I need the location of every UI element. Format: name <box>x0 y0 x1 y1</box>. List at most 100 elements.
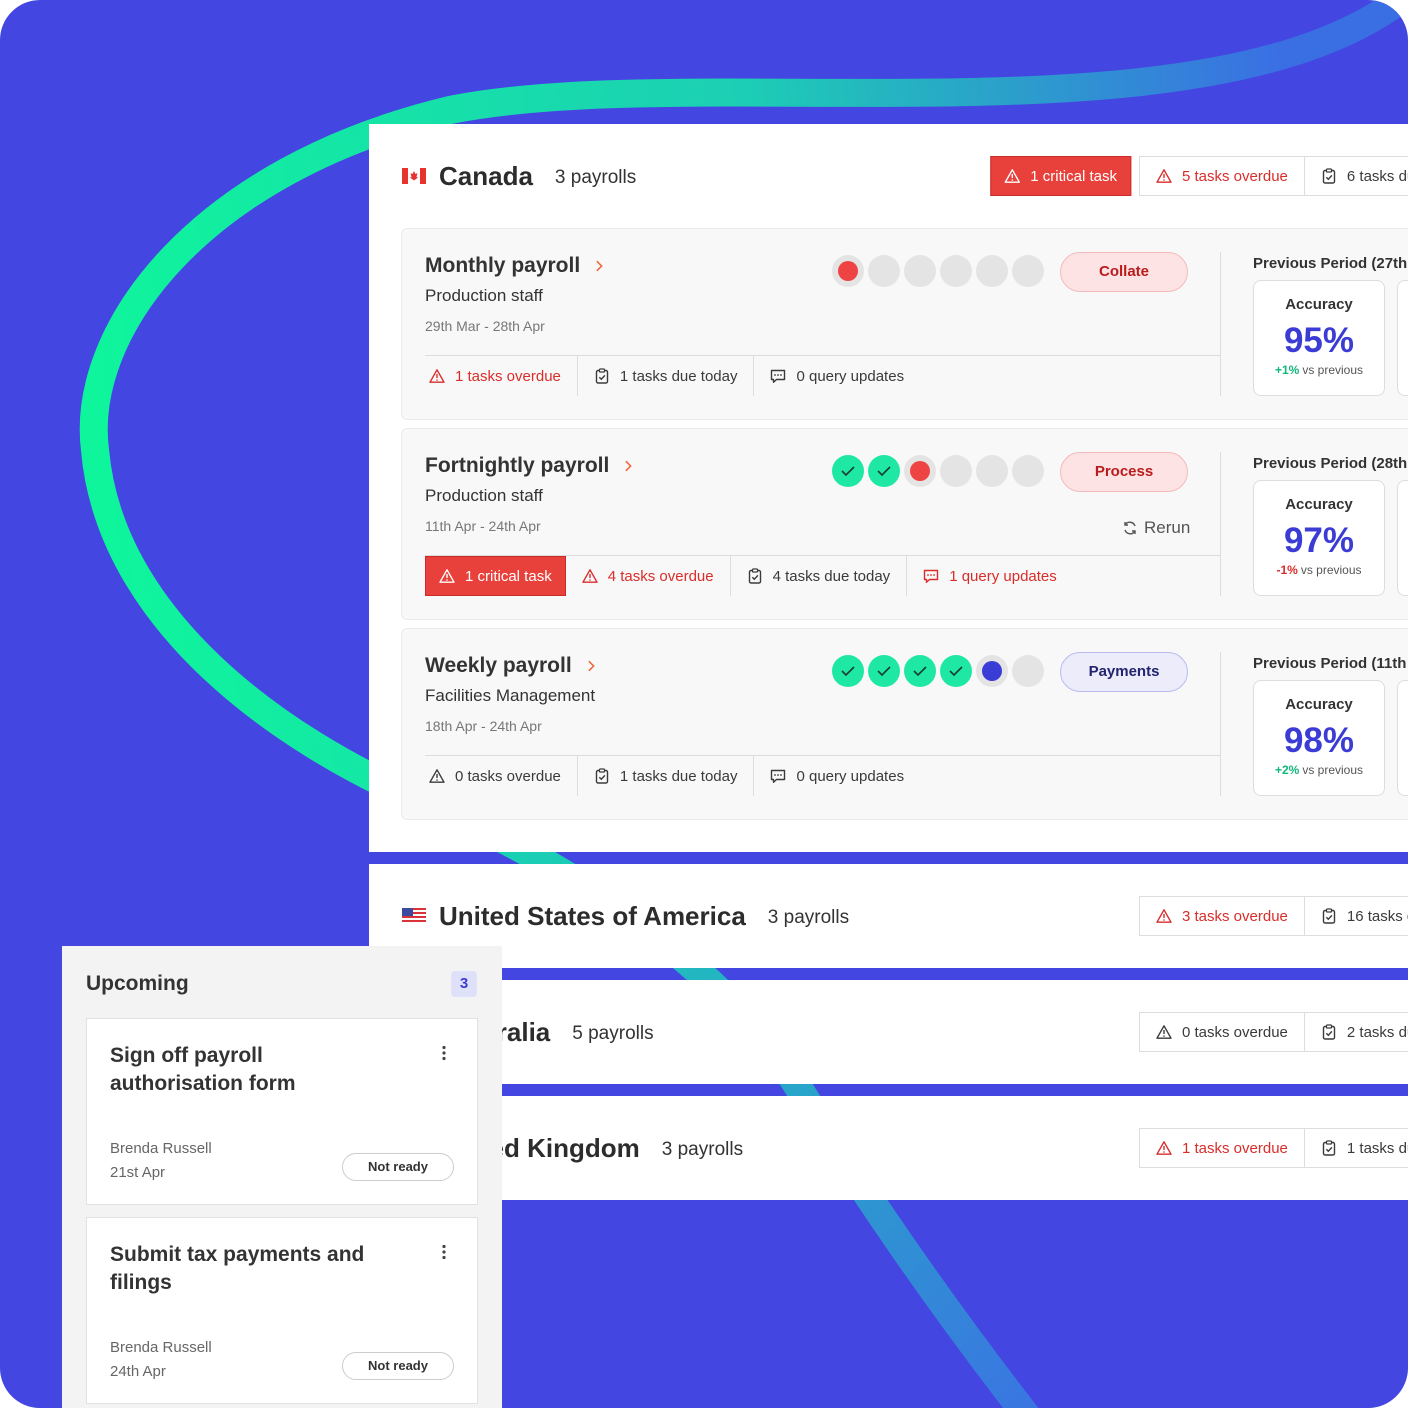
icon-part <box>598 368 606 373</box>
icon <box>595 368 609 384</box>
icon-part <box>1325 914 1333 921</box>
icon-part <box>1163 919 1165 921</box>
delta: +2% <box>1274 763 1300 777</box>
badge-group: 1 tasks overdue 1 tasks du <box>1139 1128 1408 1168</box>
icon <box>771 769 786 783</box>
icon-part <box>1163 1035 1165 1037</box>
icon <box>596 260 603 272</box>
icon-part <box>1163 179 1165 181</box>
icon-part <box>442 1250 446 1254</box>
action-button[interactable]: Process <box>1060 452 1188 492</box>
step-todo <box>868 255 900 287</box>
stat-text: 1 tasks due today <box>619 367 738 385</box>
icon-part <box>751 568 758 573</box>
icon-part <box>751 574 759 581</box>
action-button[interactable]: Payments <box>1060 652 1188 692</box>
accuracy-card: Accuracy 98% +2% vs previous <box>1253 680 1385 796</box>
step-done <box>832 455 864 487</box>
icon-part <box>1156 1025 1172 1039</box>
stat-text: 1 critical task <box>465 567 552 585</box>
stat-text: 16 tasks d <box>1346 907 1408 925</box>
badge-critical: 1 critical task <box>990 156 1131 196</box>
payroll-title-wrap: Fortnightly payroll <box>425 451 635 481</box>
icon-part <box>771 769 786 783</box>
accuracy-value: 98% <box>1283 721 1355 760</box>
payroll-title: Monthly payroll <box>425 254 581 277</box>
upcoming-title: Upcoming <box>86 972 189 996</box>
icon-part <box>436 379 438 381</box>
step-done <box>868 455 900 487</box>
flag-svg <box>402 908 426 924</box>
status-pill: Not ready <box>342 1352 454 1380</box>
status-pill: Not ready <box>342 1153 454 1181</box>
icon-part <box>1156 909 1172 923</box>
flag <box>402 168 426 184</box>
icon <box>442 1045 446 1060</box>
icon <box>1124 521 1136 535</box>
step-dot <box>910 461 930 481</box>
stat-item: 1 tasks du <box>1303 1129 1408 1167</box>
icon-part <box>442 1045 446 1049</box>
icon <box>748 568 761 584</box>
icon-part <box>1163 1151 1165 1153</box>
menu[interactable] <box>436 1243 452 1259</box>
stat-item: 2 tasks du <box>1303 1013 1408 1051</box>
step-todo <box>904 255 936 287</box>
icon <box>429 769 445 783</box>
stat-text: 0 tasks overdue <box>455 767 561 785</box>
stats: 0 tasks overdue 1 tasks due today 0 query … <box>425 756 920 796</box>
action-button[interactable]: Collate <box>1060 252 1188 292</box>
badge-group: 0 tasks overdue 2 tasks du <box>1139 1012 1408 1052</box>
task-date: 21st Apr <box>110 1163 166 1181</box>
stat-item: 3 tasks overdue <box>1140 897 1304 935</box>
payroll-group: Production staff <box>425 286 543 306</box>
stat-item: 0 tasks overdue <box>1140 1013 1304 1051</box>
badge-group: 5 tasks overdue 6 tasks du <box>1139 156 1408 196</box>
stat-text: 0 tasks overdue <box>1182 1023 1288 1041</box>
step-done <box>868 655 900 687</box>
period-title: Previous Period (28th <box>1253 454 1408 472</box>
step-check <box>841 666 855 677</box>
progress-svg <box>832 455 1044 487</box>
accuracy-delta: -1% vs previous <box>1254 563 1384 577</box>
stat-item: 6 tasks du <box>1303 157 1408 195</box>
delta: -1% <box>1276 563 1298 577</box>
task-person: Brenda Russell <box>110 1338 212 1356</box>
step-dot <box>982 661 1002 681</box>
icon-part <box>1325 1024 1333 1029</box>
step-todo <box>976 255 1008 287</box>
icon <box>1156 1025 1172 1039</box>
accuracy-delta: +1% vs previous <box>1254 363 1384 377</box>
country-header: Canada 3 payrolls <box>439 158 636 194</box>
progress <box>830 453 1046 489</box>
step-check <box>877 666 891 677</box>
rerun[interactable]: Rerun <box>1122 514 1190 542</box>
divider <box>1220 452 1221 596</box>
accuracy-label: Accuracy <box>1285 496 1353 513</box>
stat-item: 4 tasks due today <box>731 556 908 596</box>
step-todo <box>940 455 972 487</box>
stat-item: 1 tasks overdue <box>425 356 578 396</box>
rerun-text: Rerun <box>1144 518 1191 537</box>
step-done <box>904 655 936 687</box>
accuracy-card <box>1397 480 1408 596</box>
stat-text: 5 tasks overdue <box>1182 167 1288 185</box>
icon-part <box>1325 1140 1333 1145</box>
upcoming-count: 3 <box>451 971 477 997</box>
stat-item: 1 tasks overdue <box>1140 1129 1304 1167</box>
stats: 1 critical task 4 tasks overdue 4 tasks du… <box>425 556 1073 596</box>
step-todo <box>976 455 1008 487</box>
divider <box>1220 652 1221 796</box>
task-person: Brenda Russell <box>110 1139 212 1157</box>
country-header: United States of America 3 payrolls <box>439 898 849 934</box>
curve <box>79 0 1408 813</box>
payroll-count: 3 payrolls <box>554 166 637 188</box>
menu[interactable] <box>436 1044 452 1060</box>
icon-part <box>771 369 786 383</box>
country-header: United Kingdom 3 payrolls <box>439 1130 743 1166</box>
icon-part <box>442 1244 446 1248</box>
divider <box>1220 252 1221 396</box>
icon-part <box>1156 1141 1172 1155</box>
stat-item: 0 tasks overdue <box>425 756 578 796</box>
stat-text: 1 tasks overdue <box>455 367 561 385</box>
